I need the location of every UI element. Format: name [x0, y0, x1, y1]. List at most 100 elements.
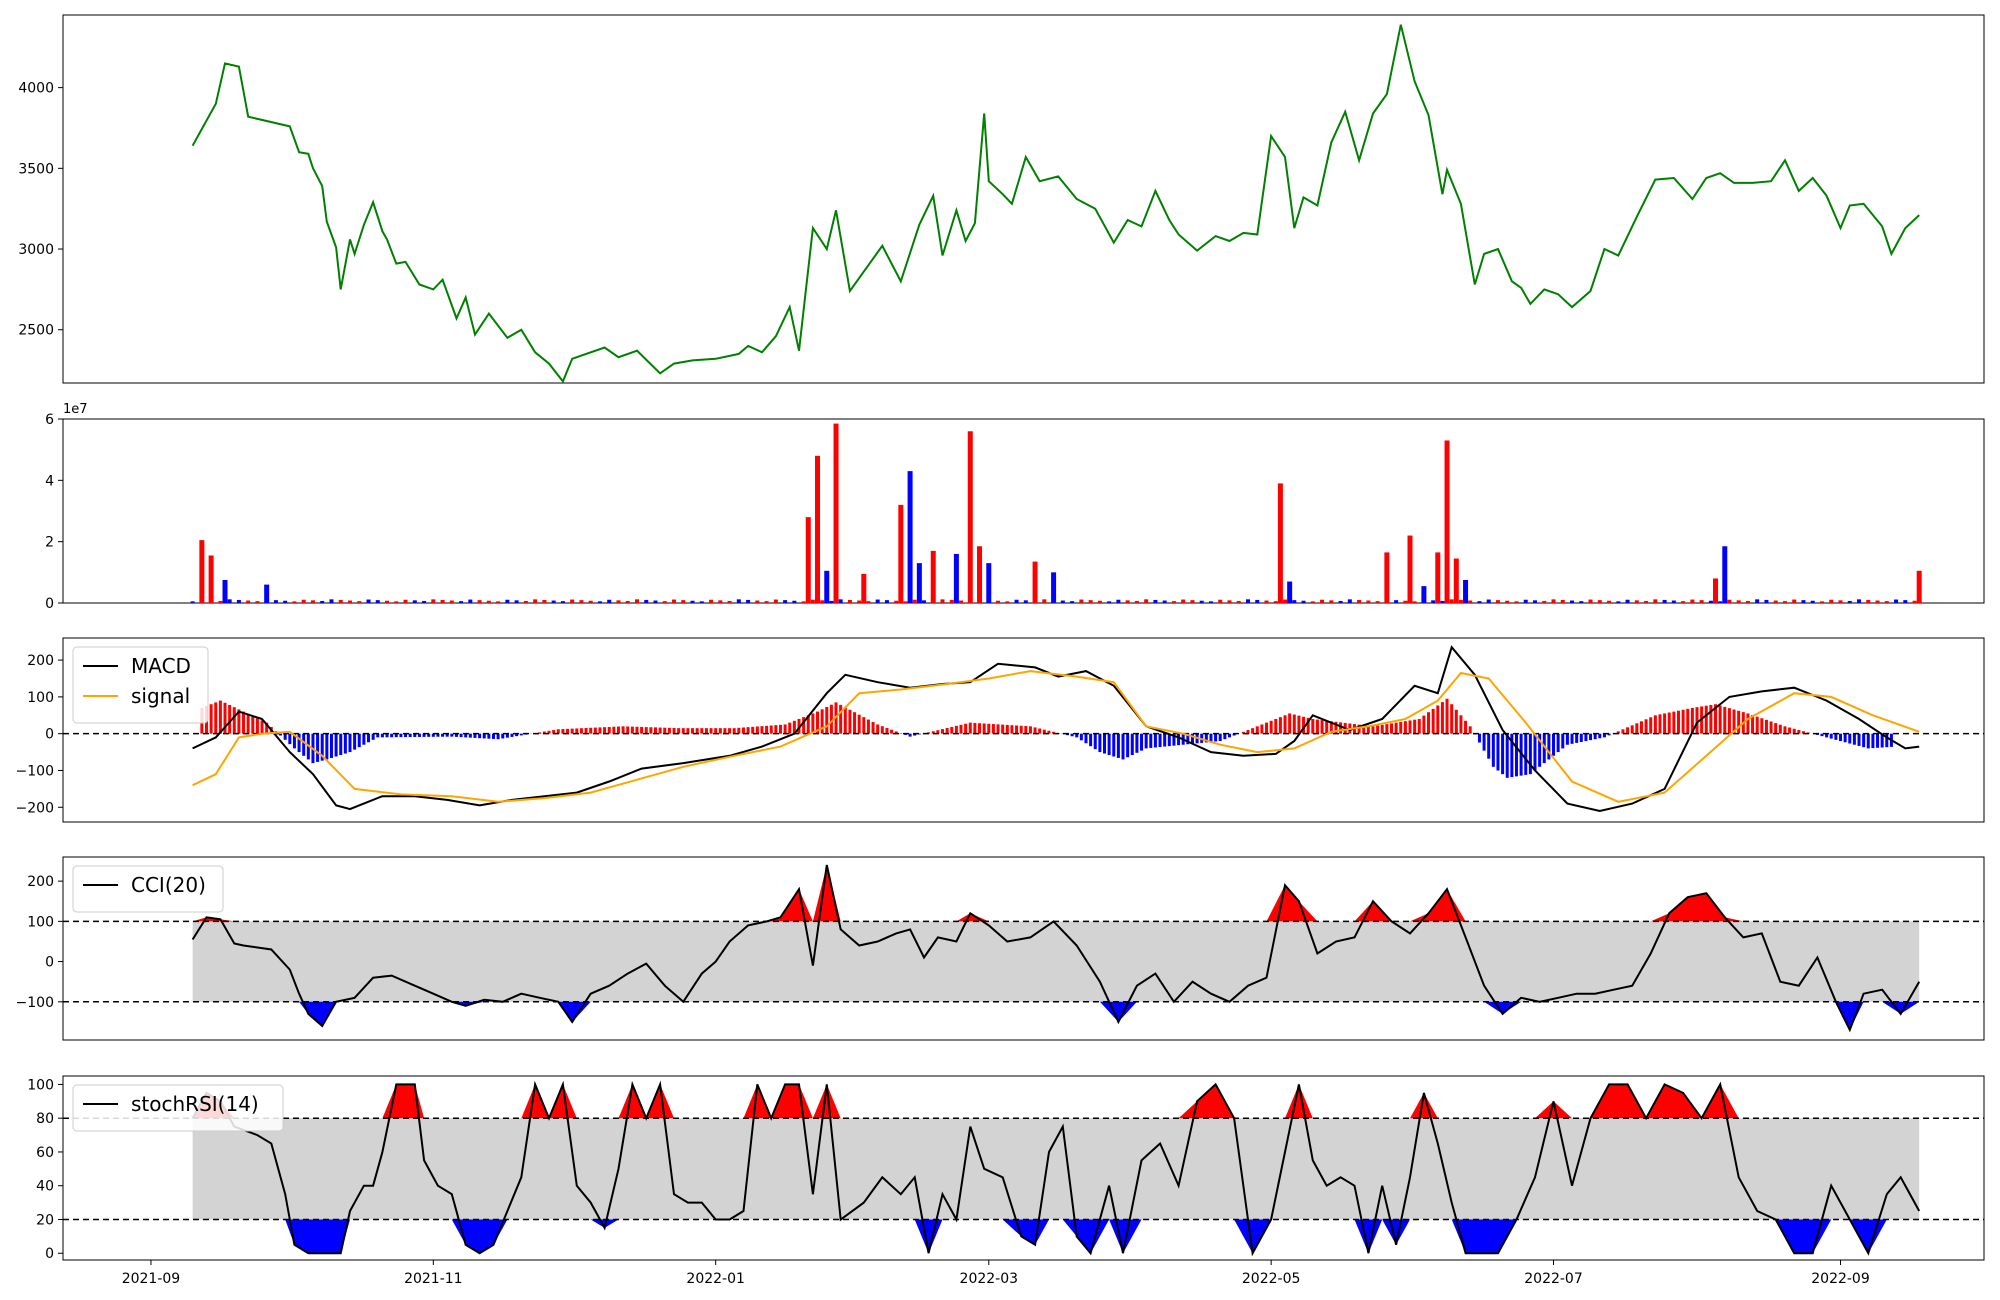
- macd-histogram-bar: [1126, 733, 1130, 758]
- macd-histogram-bar: [1339, 722, 1343, 734]
- macd-histogram-bar: [1491, 733, 1495, 767]
- macd-histogram-bar: [1454, 709, 1458, 734]
- volume-bar: [1634, 600, 1639, 603]
- macd-histogram-bar: [968, 722, 972, 734]
- macd-histogram-bar: [862, 717, 866, 734]
- volume-bar: [1875, 600, 1880, 603]
- macd-histogram-bar: [866, 719, 870, 734]
- macd-histogram-bar: [1658, 714, 1662, 734]
- macd-histogram-bar: [1839, 733, 1843, 742]
- macd-histogram-bar: [542, 731, 546, 734]
- macd-histogram-bar: [1686, 708, 1690, 734]
- volume-bar: [1421, 586, 1427, 603]
- macd-histogram-bar: [876, 724, 880, 734]
- macd-histogram-bar: [538, 732, 542, 734]
- volume-bar: [746, 599, 751, 603]
- volume-bar: [662, 601, 667, 603]
- macd-histogram-bar: [774, 725, 778, 734]
- volume-bar: [838, 599, 843, 603]
- macd-histogram-bar: [454, 733, 458, 737]
- macd-histogram-bar: [399, 733, 403, 738]
- volume-bar: [792, 600, 797, 603]
- macd-histogram-bar: [1639, 721, 1643, 734]
- macd-histogram-bar: [1570, 733, 1574, 744]
- macd-histogram-bar: [566, 728, 570, 734]
- macd-histogram-bar: [1015, 725, 1019, 734]
- volume-bar: [607, 599, 612, 603]
- macd-histogram-bar: [894, 731, 898, 734]
- volume-bar: [1722, 546, 1728, 603]
- volume-bar: [1819, 601, 1824, 603]
- volume-bar: [1505, 600, 1510, 603]
- macd-histogram-bar: [1413, 719, 1417, 734]
- volume-bar: [1277, 483, 1283, 603]
- macd-histogram-bar: [1732, 709, 1736, 734]
- volume-bar: [1903, 600, 1908, 603]
- volume-bar: [1532, 600, 1537, 603]
- macd-histogram-bar: [1024, 726, 1028, 734]
- macd-histogram-bar: [802, 717, 806, 734]
- volume-bar: [1357, 599, 1362, 603]
- volume-bar: [1107, 601, 1112, 603]
- volume-bar: [1440, 600, 1445, 603]
- macd-histogram-bar: [765, 725, 769, 734]
- macd-histogram-bar: [737, 727, 741, 734]
- macd-histogram-bar: [302, 733, 306, 756]
- macd-histogram-bar: [584, 728, 588, 734]
- volume-bar: [1681, 601, 1686, 603]
- macd-histogram-bar: [445, 733, 449, 737]
- macd-histogram-bar: [501, 733, 505, 739]
- macd-histogram-bar: [1255, 726, 1259, 734]
- macd-histogram-bar: [510, 733, 514, 737]
- ytick-label: 3000: [18, 242, 54, 258]
- macd-histogram-bar: [394, 733, 398, 738]
- macd-histogram-bar: [1718, 705, 1722, 734]
- ytick-label: 2500: [18, 323, 54, 339]
- macd-histogram-bar: [1001, 724, 1005, 734]
- ytick-label: 200: [27, 874, 54, 890]
- macd-histogram-bar: [561, 729, 565, 734]
- volume-bar: [810, 599, 815, 603]
- volume-bar: [1125, 600, 1130, 603]
- macd-histogram-bar: [658, 727, 662, 734]
- macd-histogram-bar: [1144, 733, 1148, 749]
- macd-histogram-bar: [1538, 733, 1542, 767]
- macd-histogram-bar: [950, 726, 954, 734]
- macd-histogram-bar: [1871, 733, 1875, 749]
- macd-histogram-bar: [899, 733, 903, 734]
- macd-histogram-bar: [473, 733, 477, 738]
- volume-bar: [1755, 599, 1760, 603]
- volume-bar: [496, 601, 501, 603]
- macd-histogram-bar: [978, 723, 982, 734]
- macd-histogram-bar: [700, 728, 704, 734]
- macd-histogram-bar: [1315, 719, 1319, 734]
- volume-bar: [1134, 600, 1139, 603]
- macd-histogram-bar: [357, 733, 361, 748]
- macd-histogram-bar: [1320, 720, 1324, 734]
- macd-histogram-bar: [1149, 733, 1153, 748]
- macd-histogram-bar: [1616, 731, 1620, 734]
- macd-histogram-bar: [1760, 718, 1764, 734]
- volume-bar: [773, 599, 778, 603]
- macd-histogram-bar: [890, 729, 894, 734]
- volume-bar: [1153, 599, 1158, 603]
- volume-bar: [912, 599, 917, 603]
- legend-label: MACD: [131, 654, 191, 678]
- macd-histogram-bar: [1644, 719, 1648, 734]
- volume-axes: [62, 418, 1985, 604]
- macd-histogram-bar: [612, 726, 616, 734]
- macd-histogram-bar: [1862, 733, 1866, 748]
- volume-bar: [1236, 600, 1241, 603]
- macd-histogram-bar: [1727, 708, 1731, 734]
- volume-bar: [1338, 600, 1343, 603]
- macd-histogram-bar: [1075, 733, 1079, 738]
- macd-histogram-bar: [214, 702, 218, 734]
- legend-label: signal: [131, 684, 190, 708]
- volume-bar: [1283, 599, 1288, 603]
- volume-bar: [1708, 600, 1713, 603]
- macd-histogram-bar: [746, 727, 750, 734]
- macd-histogram-bar: [325, 733, 329, 760]
- macd-histogram-bar: [626, 726, 630, 734]
- macd-histogram-bar: [630, 726, 634, 734]
